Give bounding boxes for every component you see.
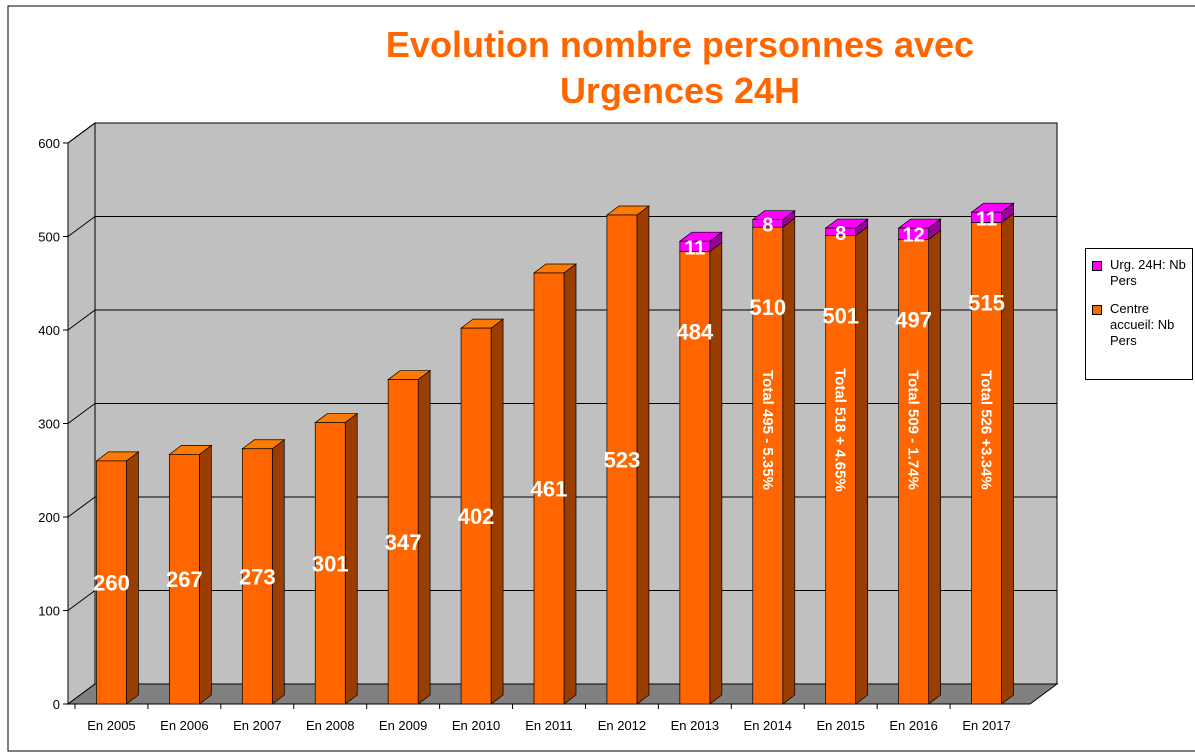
bar-side [928, 229, 941, 705]
data-label: 461 [531, 476, 568, 501]
bar-front [314, 422, 346, 705]
grid-line [67, 590, 96, 611]
bar [678, 241, 723, 705]
data-label: 515 [968, 290, 1005, 315]
chart-title: Evolution nombre personnes avec Urgences… [385, 24, 975, 111]
data-label: 402 [458, 504, 495, 529]
annotation: Total 495 - 5.35% [759, 370, 776, 490]
grid-line [67, 309, 96, 331]
data-label: 510 [749, 295, 786, 320]
data-label: 11 [976, 208, 997, 230]
y-tick-label: 200 [38, 510, 60, 525]
annotation: Total 518 + 4.65% [832, 368, 849, 492]
bar [241, 439, 286, 705]
bar [897, 229, 942, 705]
bar-front [460, 327, 492, 705]
y-tick-label: 0 [53, 697, 60, 712]
data-label: 497 [895, 307, 932, 332]
x-tick-label: En 2015 [816, 718, 864, 733]
data-label: 8 [835, 223, 846, 245]
bar [605, 205, 650, 705]
grid-line [67, 496, 96, 518]
bar-front [169, 454, 200, 705]
y-tick-label: 500 [38, 230, 60, 245]
bar-front [387, 379, 419, 705]
bar-side [709, 241, 723, 705]
data-label: 11 [684, 237, 705, 259]
bar-front [825, 235, 857, 705]
data-label: 273 [239, 564, 276, 589]
x-tick-label: En 2007 [233, 718, 281, 733]
bar [95, 451, 140, 705]
bar-front [825, 227, 857, 236]
y-tick-label: 300 [38, 417, 60, 432]
x-tick-label: En 2014 [744, 718, 792, 733]
bar-front [96, 460, 127, 705]
x-tick-label: En 2012 [598, 718, 646, 733]
x-tick-label: En 2006 [160, 718, 208, 733]
data-label: 260 [93, 570, 130, 595]
data-label: 347 [385, 530, 422, 555]
grid-line [67, 216, 96, 237]
border [7, 5, 1195, 752]
grid-line [67, 403, 96, 424]
bar-front [533, 272, 565, 705]
legend: Urg. 24H: Nb Pers Centre accueil: Nb Pers [1085, 248, 1193, 380]
legend-label: Urg. 24H: Nb Pers [1110, 257, 1186, 288]
y-tick-label: 400 [38, 323, 60, 338]
bar [314, 412, 359, 705]
bar-side [782, 217, 796, 705]
bar-front [752, 219, 784, 228]
bar-side [855, 225, 869, 705]
bar [387, 369, 432, 705]
x-tick-label: En 2008 [306, 718, 354, 733]
bar [824, 218, 869, 237]
bar [168, 444, 213, 705]
data-label: 12 [902, 225, 924, 247]
data-label: 267 [166, 567, 203, 592]
x-tick-label: En 2011 [525, 718, 572, 733]
bar [751, 209, 796, 228]
x-tick-label: En 2017 [962, 718, 1010, 733]
legend-swatch [1092, 305, 1102, 315]
grid-line [67, 122, 96, 144]
x-tick-label: En 2005 [87, 718, 135, 733]
data-label: 501 [822, 304, 859, 329]
bar [897, 218, 942, 241]
bar [970, 202, 1015, 224]
bar-front [241, 448, 273, 705]
x-tick-label: En 2010 [452, 718, 500, 733]
legend-item: Urg. 24H: Nb Pers [1090, 257, 1188, 289]
bar-front [898, 238, 929, 705]
bar-side [1001, 212, 1014, 705]
bar-front [898, 227, 929, 240]
bar [460, 318, 505, 705]
data-label: 8 [762, 214, 773, 236]
legend-item: Centre accueil: Nb Pers [1090, 301, 1188, 349]
x-tick-label: En 2013 [671, 718, 719, 733]
bar-front [679, 251, 711, 705]
bar [824, 225, 869, 705]
legend-swatch [1092, 261, 1102, 271]
data-label: 301 [312, 551, 349, 576]
x-tick-label: En 2016 [889, 718, 937, 733]
bar-front [679, 240, 711, 252]
annotation: Total 509 - 1.74% [905, 370, 922, 490]
x-tick-label: En 2009 [379, 718, 427, 733]
data-label: 484 [676, 319, 713, 344]
legend-label: Centre accueil: Nb Pers [1110, 301, 1175, 348]
annotation: Total 526 +3.34% [978, 370, 995, 489]
bar [532, 263, 578, 705]
bar-front [606, 214, 638, 705]
y-tick-label: 600 [38, 136, 60, 151]
bar [751, 217, 796, 705]
data-label: 523 [604, 447, 641, 472]
bar-front [971, 211, 1002, 223]
bar [678, 231, 723, 253]
y-tick-label: 100 [38, 604, 60, 619]
